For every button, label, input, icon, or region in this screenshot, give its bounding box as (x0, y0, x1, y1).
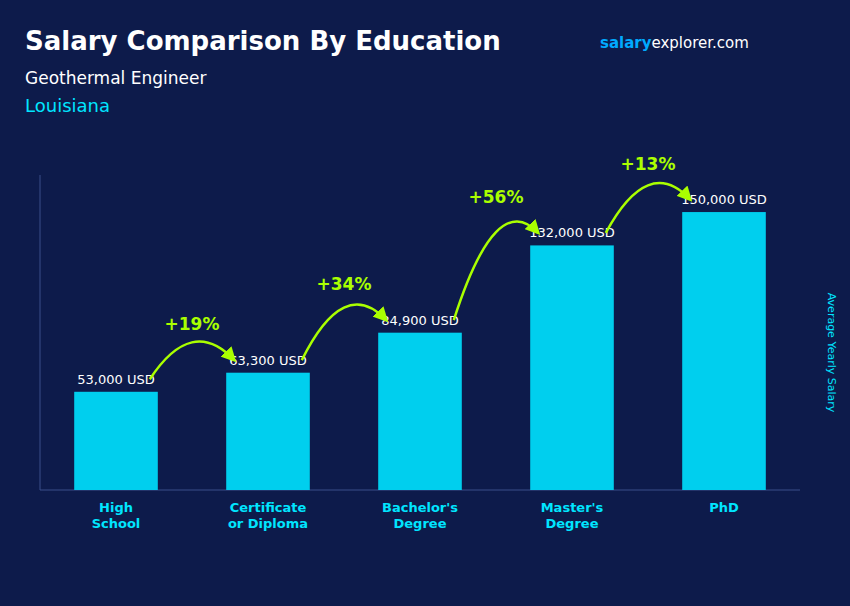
growth-arrow (150, 342, 234, 380)
growth-arrow (454, 221, 538, 320)
background (0, 0, 850, 606)
category-line: School (92, 516, 141, 531)
title: Salary Comparison By Education (25, 26, 501, 56)
subtitle: Louisiana (25, 95, 110, 116)
data-label: 84,900 USD (381, 313, 458, 328)
bar (530, 245, 614, 490)
category-label: PhD (709, 500, 739, 515)
annotation: +56% (469, 187, 524, 207)
website-part: explorer.com (652, 34, 749, 52)
category-line: or Diploma (228, 516, 308, 531)
bar (682, 212, 766, 490)
chart-container: Salary Comparison By Education salaryexpl… (0, 0, 850, 606)
website-part: salary (600, 34, 652, 52)
y-axis-label: Average Yearly Salary (825, 293, 838, 413)
bar (74, 392, 158, 490)
chart-svg: Salary Comparison By Education salaryexpl… (0, 0, 850, 606)
data-label: 63,300 USD (229, 353, 306, 368)
data-label: 53,000 USD (77, 372, 154, 387)
category-label: HighSchool (92, 500, 141, 531)
data-label: 132,000 USD (529, 225, 615, 240)
category-line: Certificate (230, 500, 307, 515)
website: salaryexplorer.com (600, 34, 749, 52)
data-label: 150,000 USD (681, 192, 767, 207)
category-label: Bachelor'sDegree (382, 500, 458, 531)
bar (378, 333, 462, 490)
category-line: Bachelor's (382, 500, 458, 515)
category-label: Certificateor Diploma (228, 500, 308, 531)
growth-arrow (302, 305, 386, 361)
category-line: Degree (546, 516, 599, 531)
annotation: +19% (165, 314, 220, 334)
y-axis-line (40, 175, 41, 490)
category-line: Master's (541, 500, 604, 515)
category-line: High (99, 500, 133, 515)
bar (226, 373, 310, 490)
category-label: Master'sDegree (541, 500, 604, 531)
category-line: PhD (709, 500, 739, 515)
subtitle: Geothermal Engineer (25, 68, 206, 88)
annotation: +34% (317, 274, 372, 294)
category-line: Degree (394, 516, 447, 531)
annotation: +13% (621, 154, 676, 174)
growth-arrow (606, 183, 690, 233)
bars (74, 212, 766, 490)
